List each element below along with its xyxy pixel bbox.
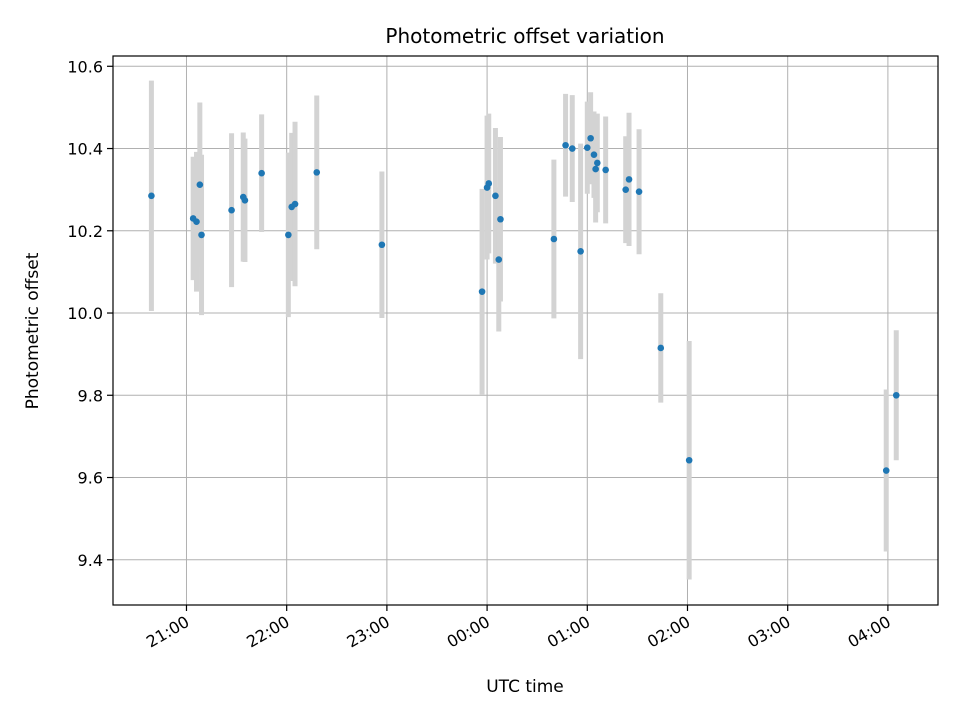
y-tick-label: 9.8 (78, 386, 103, 405)
y-axis-label: Photometric offset (23, 252, 43, 409)
data-point (485, 180, 493, 187)
data-point (625, 176, 633, 183)
data-point (568, 145, 576, 152)
data-point (495, 256, 503, 263)
grid-lines (113, 56, 938, 605)
data-point (313, 169, 321, 176)
data-point (577, 248, 584, 255)
data-point (196, 181, 204, 189)
y-tick-label: 10.2 (67, 222, 103, 241)
data-point (193, 218, 200, 226)
data-point (622, 186, 630, 193)
data-point (241, 197, 249, 204)
data-point (602, 166, 609, 174)
data-point (497, 215, 504, 223)
data-point (198, 231, 205, 239)
data-point (587, 134, 594, 142)
data-points (148, 134, 900, 474)
y-tick-label: 9.4 (78, 551, 103, 570)
data-point (285, 231, 292, 239)
data-point (657, 344, 665, 352)
data-point (492, 192, 499, 200)
y-tick-label: 10.4 (67, 140, 103, 159)
data-point (148, 192, 155, 200)
y-tick-label: 10.0 (67, 304, 103, 323)
y-ticks: 9.4 9.6 9.8 10.0 10.2 10.4 10.6 (67, 57, 113, 570)
plot-frame (112, 55, 939, 606)
data-point (562, 141, 569, 149)
y-tick-label: 9.6 (78, 469, 103, 488)
data-point (258, 169, 265, 177)
chart-title: Photometric offset variation (385, 24, 664, 48)
data-point (892, 391, 900, 399)
data-point (594, 159, 601, 167)
y-tick-label: 10.6 (67, 57, 103, 76)
data-point (228, 206, 235, 214)
data-point (882, 467, 890, 474)
data-point (550, 235, 558, 243)
data-point (478, 288, 486, 295)
data-point (378, 241, 386, 249)
data-point (635, 188, 643, 196)
data-point (583, 144, 591, 152)
data-point (592, 165, 599, 173)
data-point (291, 200, 299, 208)
data-point (685, 456, 693, 464)
x-axis-label: UTC time (486, 677, 564, 697)
data-point (590, 151, 598, 158)
